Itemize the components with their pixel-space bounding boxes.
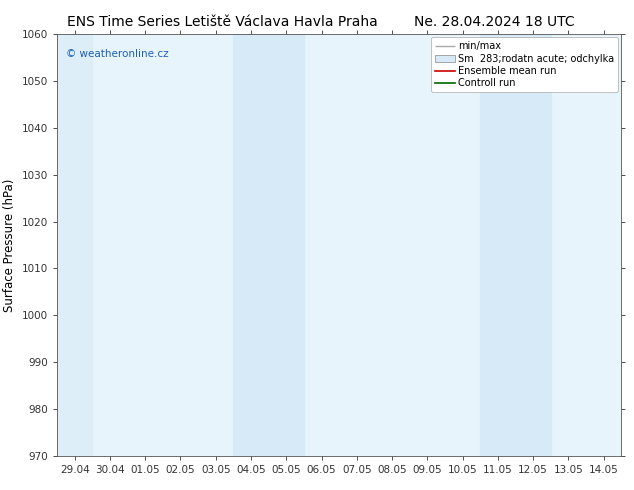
Text: Ne. 28.04.2024 18 UTC: Ne. 28.04.2024 18 UTC: [414, 15, 575, 29]
Y-axis label: Surface Pressure (hPa): Surface Pressure (hPa): [3, 178, 16, 312]
Bar: [233, 34, 304, 456]
Bar: [481, 34, 551, 456]
Legend: min/max, Sm  283;rodatn acute; odchylka, Ensemble mean run, Controll run: min/max, Sm 283;rodatn acute; odchylka, …: [431, 37, 618, 92]
Text: ENS Time Series Letiště Václava Havla Praha: ENS Time Series Letiště Václava Havla Pr…: [67, 15, 377, 29]
Bar: [57, 34, 93, 456]
Bar: [57, 34, 75, 456]
Text: © weatheronline.cz: © weatheronline.cz: [65, 49, 168, 59]
